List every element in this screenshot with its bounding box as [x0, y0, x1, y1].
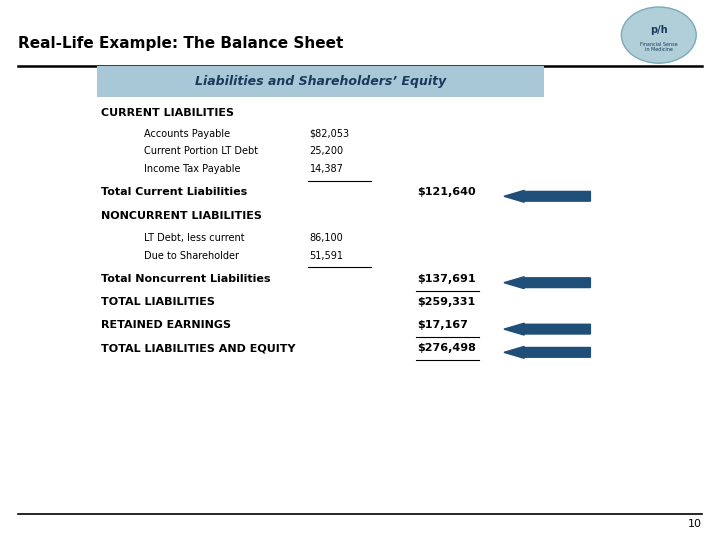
Text: TOTAL LIABILITIES: TOTAL LIABILITIES: [101, 297, 215, 307]
FancyArrow shape: [504, 191, 590, 202]
Text: TOTAL LIABILITIES AND EQUITY: TOTAL LIABILITIES AND EQUITY: [101, 343, 295, 354]
Text: NONCURRENT LIABILITIES: NONCURRENT LIABILITIES: [101, 211, 261, 221]
Text: LT Debt, less current: LT Debt, less current: [144, 233, 245, 243]
Circle shape: [621, 7, 696, 63]
Text: $137,691: $137,691: [418, 274, 476, 284]
FancyArrow shape: [504, 347, 590, 359]
Text: Due to Shareholder: Due to Shareholder: [144, 251, 239, 261]
Text: $276,498: $276,498: [418, 343, 477, 354]
Text: Current Portion LT Debt: Current Portion LT Debt: [144, 146, 258, 157]
Text: CURRENT LIABILITIES: CURRENT LIABILITIES: [101, 108, 234, 118]
Text: $259,331: $259,331: [418, 297, 476, 307]
Text: Income Tax Payable: Income Tax Payable: [144, 164, 240, 174]
Text: RETAINED EARNINGS: RETAINED EARNINGS: [101, 320, 231, 330]
Text: 14,387: 14,387: [310, 164, 343, 174]
FancyBboxPatch shape: [97, 66, 544, 97]
Text: Accounts Payable: Accounts Payable: [144, 129, 230, 139]
Text: Real-Life Example: The Balance Sheet: Real-Life Example: The Balance Sheet: [18, 36, 343, 51]
Text: Total Current Liabilities: Total Current Liabilities: [101, 187, 247, 198]
Text: $121,640: $121,640: [418, 187, 476, 198]
Text: 25,200: 25,200: [310, 146, 343, 157]
Text: 86,100: 86,100: [310, 233, 343, 243]
Text: Financial Sense
in Medicine: Financial Sense in Medicine: [640, 42, 678, 52]
Text: Total Noncurrent Liabilities: Total Noncurrent Liabilities: [101, 274, 270, 284]
FancyArrow shape: [504, 277, 590, 289]
Text: $82,053: $82,053: [310, 129, 350, 139]
Text: 10: 10: [688, 519, 702, 529]
Text: Liabilities and Shareholders’ Equity: Liabilities and Shareholders’ Equity: [195, 75, 446, 88]
FancyArrow shape: [504, 323, 590, 335]
Text: $17,167: $17,167: [418, 320, 469, 330]
Text: 51,591: 51,591: [310, 251, 343, 261]
Text: p/h: p/h: [650, 25, 667, 35]
